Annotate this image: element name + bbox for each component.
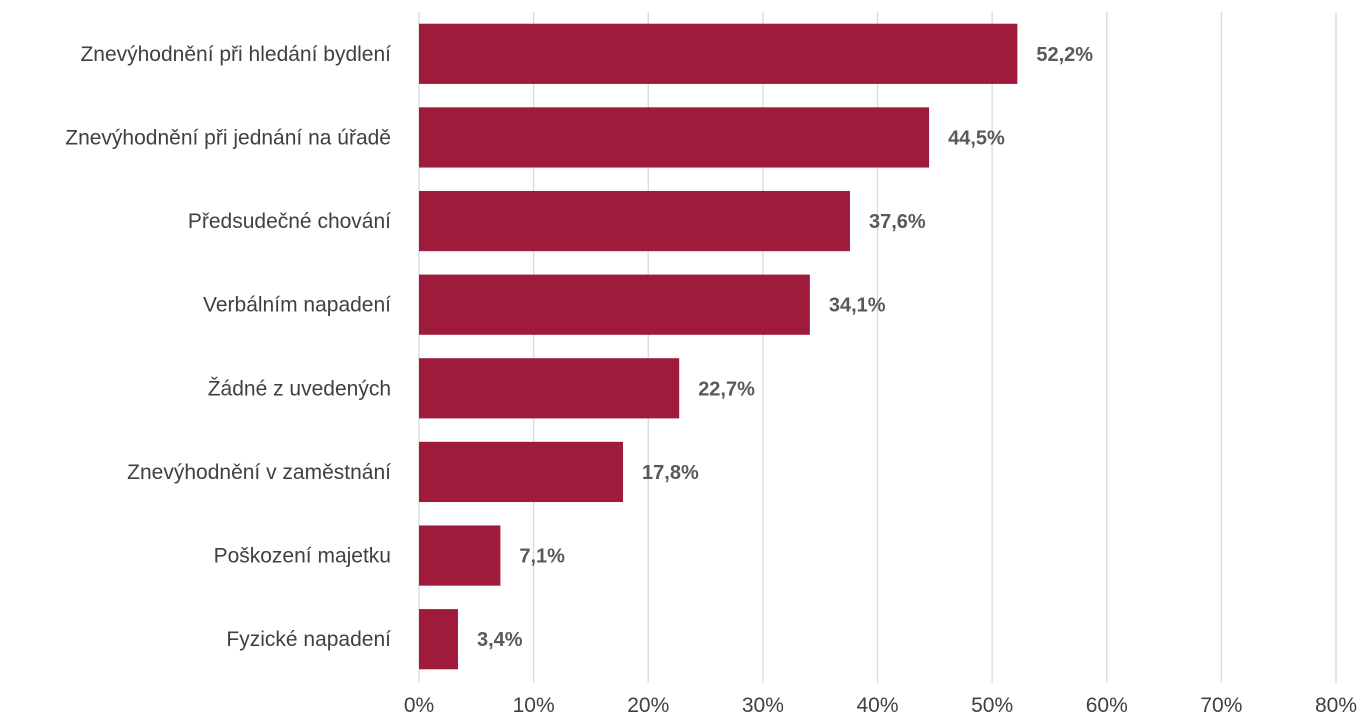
data-label: 34,1% (829, 295, 886, 317)
category-label: Fyzické napadení (226, 628, 391, 651)
category-label: Znevýhodnění v zaměstnání (127, 461, 391, 484)
x-tick-label: 30% (742, 694, 784, 717)
x-tick-label: 10% (513, 694, 555, 717)
bar (419, 525, 501, 586)
data-label: 22,7% (698, 378, 755, 400)
bar (419, 190, 850, 252)
data-label: 7,1% (519, 546, 565, 568)
x-tick-label: 60% (1086, 694, 1128, 717)
bars (419, 23, 1018, 670)
category-label: Předsudečné chování (188, 210, 391, 233)
category-label: Verbálním napadení (203, 294, 391, 317)
bar (419, 274, 810, 335)
bar (419, 107, 930, 168)
value-axis: 0% 10% 20% 30% 40% 50% 60% 70% 80% (404, 694, 1357, 717)
x-tick-label: 20% (627, 694, 669, 717)
data-labels: 52,2% 44,5% 37,6% 34,1% 22,7% 17,8% 7,1% 3,4% (477, 44, 1093, 651)
category-label: Poškození majetku (214, 545, 391, 568)
bar (419, 609, 458, 670)
data-label: 37,6% (869, 211, 926, 233)
data-label: 17,8% (642, 462, 699, 484)
x-tick-label: 70% (1200, 694, 1242, 717)
category-label: Znevýhodnění při jednání na úřadě (65, 126, 391, 149)
data-label: 52,2% (1036, 44, 1093, 66)
data-label: 44,5% (948, 127, 1005, 149)
x-tick-label: 40% (856, 694, 898, 717)
x-tick-label: 0% (404, 694, 434, 717)
category-label: Znevýhodnění při hledání bydlení (80, 43, 391, 66)
category-label: Žádné z uvedených (208, 377, 391, 400)
x-tick-label: 80% (1315, 694, 1357, 717)
data-label: 3,4% (477, 629, 523, 651)
category-axis: Znevýhodnění při hledání bydlení Znevýhod… (65, 43, 391, 651)
bar (419, 441, 624, 503)
bar (419, 23, 1018, 84)
x-tick-label: 50% (971, 694, 1013, 717)
bar (419, 358, 680, 419)
